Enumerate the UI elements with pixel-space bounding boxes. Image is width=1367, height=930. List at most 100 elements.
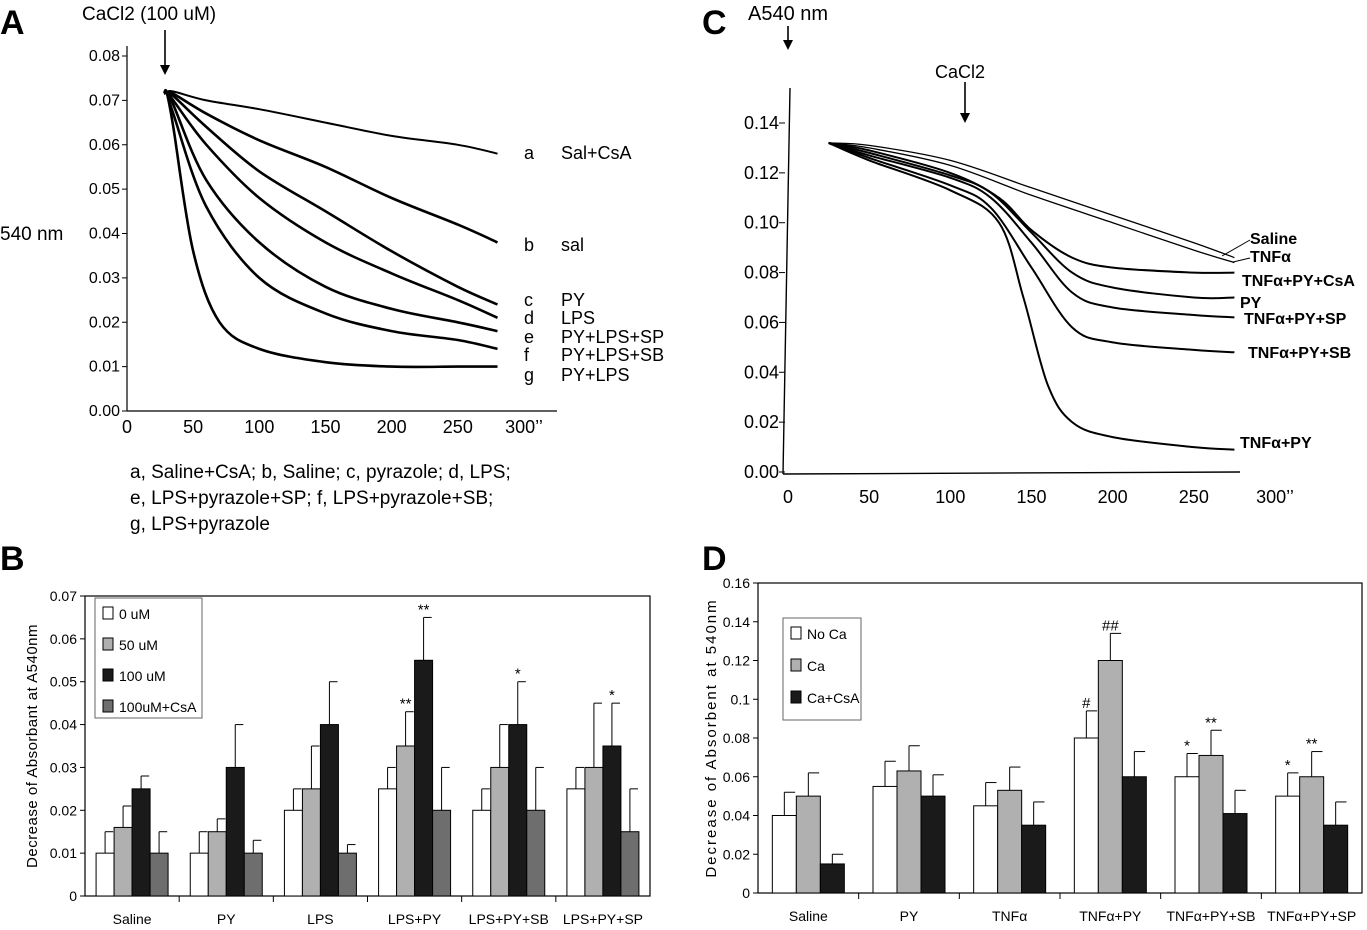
bar bbox=[1198, 754, 1224, 894]
caption-line: a, Saline+CsA; b, Saline; c, pyrazole; d… bbox=[130, 462, 511, 483]
panel-label-a: A bbox=[0, 4, 25, 42]
y-axis-label: Decrease of Absorbent at 540nm bbox=[703, 598, 720, 877]
bar bbox=[566, 788, 586, 897]
series-label: Saline bbox=[1250, 231, 1297, 248]
series-line bbox=[828, 141, 1235, 300]
category-label: TNFα+PY+SP bbox=[1267, 908, 1356, 924]
series-line bbox=[828, 142, 1235, 259]
cacl2-arrow-head bbox=[960, 113, 970, 123]
panel-label-b: B bbox=[0, 540, 25, 578]
legend-swatch bbox=[790, 690, 802, 704]
x-tick-label: 0 bbox=[122, 417, 132, 437]
series-letter-d: d bbox=[524, 308, 534, 328]
legend-label: Ca bbox=[807, 658, 825, 674]
y-tick-label: 0.14 bbox=[744, 113, 779, 133]
bar bbox=[490, 766, 510, 897]
series-label-g: PY+LPS bbox=[561, 365, 630, 385]
series-label: TNFα+PY+CsA bbox=[1242, 273, 1355, 290]
significance-mark: ## bbox=[1102, 617, 1119, 634]
bar bbox=[113, 826, 133, 897]
x-tick-label: 50 bbox=[183, 417, 203, 437]
series-line bbox=[828, 141, 1235, 451]
cacl2-arrow-head bbox=[160, 65, 170, 75]
series-line-g bbox=[162, 88, 498, 369]
y-tick-label: 0.04 bbox=[744, 362, 779, 382]
panel-label-d: D bbox=[702, 540, 727, 578]
bar bbox=[301, 788, 321, 897]
legend-label: 50 uM bbox=[119, 637, 158, 653]
bar bbox=[508, 724, 528, 897]
annotation-a540: A540 nm bbox=[748, 3, 828, 25]
series-label: TNFα+PY+SP bbox=[1244, 311, 1347, 328]
y-tick-label: 0.02 bbox=[723, 846, 750, 862]
y-tick-label: 0.08 bbox=[744, 263, 779, 283]
y-tick-label: 0.07 bbox=[89, 92, 120, 109]
series-label: PY bbox=[1240, 295, 1262, 312]
bar bbox=[602, 745, 622, 897]
bar bbox=[584, 766, 604, 897]
bar bbox=[620, 831, 640, 897]
bar bbox=[319, 724, 339, 897]
y-tick-label: 0.00 bbox=[89, 403, 120, 420]
y-tick-label: 0.06 bbox=[744, 312, 779, 332]
caption-line: g, LPS+pyrazole bbox=[130, 514, 270, 535]
y-tick-label: 0.10 bbox=[744, 213, 779, 233]
series-line bbox=[828, 141, 1235, 354]
x-tick-label: 300’’ bbox=[505, 417, 543, 437]
panel-label-c: C bbox=[702, 4, 727, 42]
x-tick-label: 100 bbox=[244, 417, 274, 437]
x-tick-label: 0 bbox=[783, 487, 793, 507]
annotation-cacl2: CaCl2 bbox=[935, 62, 985, 82]
y-tick-label: 0.00 bbox=[744, 462, 779, 482]
series-letter-f: f bbox=[524, 345, 530, 365]
series-label-b: sal bbox=[561, 235, 584, 255]
y-tick-label: 0.06 bbox=[89, 137, 120, 154]
category-label: LPS bbox=[307, 911, 333, 927]
significance-mark: ** bbox=[418, 601, 430, 618]
category-label: LPS+PY+SP bbox=[563, 911, 643, 927]
category-label: PY bbox=[217, 911, 236, 927]
series-line bbox=[828, 141, 1235, 319]
category-label: TNFα+PY+SB bbox=[1166, 908, 1255, 924]
series-label-a: Sal+CsA bbox=[561, 143, 632, 163]
bar bbox=[1323, 824, 1349, 894]
y-tick-label: 0.08 bbox=[89, 48, 120, 65]
series-label: TNFα+PY+SB bbox=[1248, 345, 1351, 362]
y-tick-label: 0.06 bbox=[50, 631, 77, 647]
bar bbox=[1222, 813, 1248, 894]
y-tick-label: 0.07 bbox=[50, 588, 77, 604]
series-line-a bbox=[163, 90, 498, 155]
x-tick-label: 250 bbox=[443, 417, 473, 437]
legend-swatch bbox=[102, 699, 114, 713]
bar bbox=[1097, 660, 1123, 894]
series-letter-c: c bbox=[524, 290, 533, 310]
y-tick-label: 0.04 bbox=[723, 808, 750, 824]
bar bbox=[1174, 776, 1200, 894]
series-letter-g: g bbox=[524, 365, 534, 385]
bar bbox=[149, 852, 169, 897]
bar bbox=[819, 863, 845, 894]
bar bbox=[1275, 795, 1301, 894]
bar bbox=[1021, 824, 1047, 894]
legend-swatch bbox=[102, 668, 114, 682]
y-tick-label: 0.03 bbox=[50, 759, 77, 775]
bar bbox=[189, 852, 209, 897]
y-tick-label: 0 bbox=[69, 888, 77, 904]
bar bbox=[920, 795, 946, 894]
panel-a: A 0.00 0.01 0.02 0.03 0.04 0.05 0.06 0.07 0.08 0 5… bbox=[0, 4, 664, 437]
series-letter-e: e bbox=[524, 327, 534, 347]
significance-mark: * bbox=[515, 666, 521, 683]
series-line bbox=[828, 141, 1235, 274]
significance-mark: ** bbox=[1306, 736, 1318, 753]
category-label: PY bbox=[900, 908, 919, 924]
category-label: LPS+PY bbox=[388, 911, 442, 927]
x-tick-label: 250 bbox=[1179, 487, 1209, 507]
bar bbox=[95, 852, 115, 897]
bar bbox=[1299, 776, 1325, 894]
y-tick-label: 0.02 bbox=[50, 802, 77, 818]
legend-swatch bbox=[790, 658, 802, 672]
legend-label: 0 uM bbox=[119, 606, 150, 622]
y-tick-label: 0.05 bbox=[89, 181, 120, 198]
bar bbox=[526, 809, 546, 897]
